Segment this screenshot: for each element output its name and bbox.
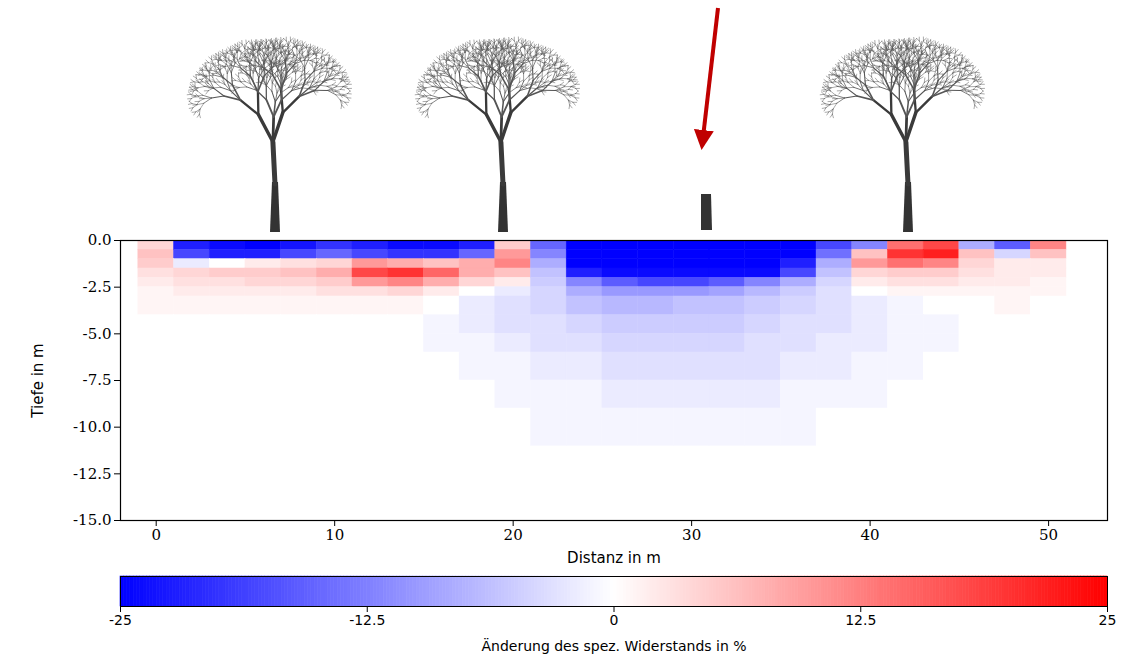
- svg-text:0: 0: [151, 526, 161, 544]
- svg-text:-15.0: -15.0: [73, 511, 111, 529]
- svg-text:-7.5: -7.5: [83, 371, 112, 389]
- svg-text:-12.5: -12.5: [73, 465, 111, 483]
- svg-text:20: 20: [504, 526, 523, 544]
- svg-text:-12.5: -12.5: [349, 612, 385, 628]
- svg-text:25: 25: [1099, 612, 1117, 628]
- svg-text:Änderung des spez. Widerstands: Änderung des spez. Widerstands in %: [481, 637, 746, 654]
- svg-text:0: 0: [610, 612, 619, 628]
- svg-text:40: 40: [861, 526, 880, 544]
- svg-text:-2.5: -2.5: [83, 278, 112, 296]
- svg-text:Distanz in m: Distanz in m: [567, 549, 661, 567]
- svg-text:Tiefe in m: Tiefe in m: [29, 343, 47, 418]
- svg-text:-25: -25: [109, 612, 132, 628]
- svg-text:50: 50: [1039, 526, 1058, 544]
- svg-text:0.0: 0.0: [88, 232, 112, 249]
- svg-text:-5.0: -5.0: [83, 325, 112, 343]
- svg-text:30: 30: [682, 526, 701, 544]
- svg-text:-10.0: -10.0: [73, 418, 111, 436]
- svg-text:10: 10: [325, 526, 344, 544]
- svg-text:12.5: 12.5: [845, 612, 876, 628]
